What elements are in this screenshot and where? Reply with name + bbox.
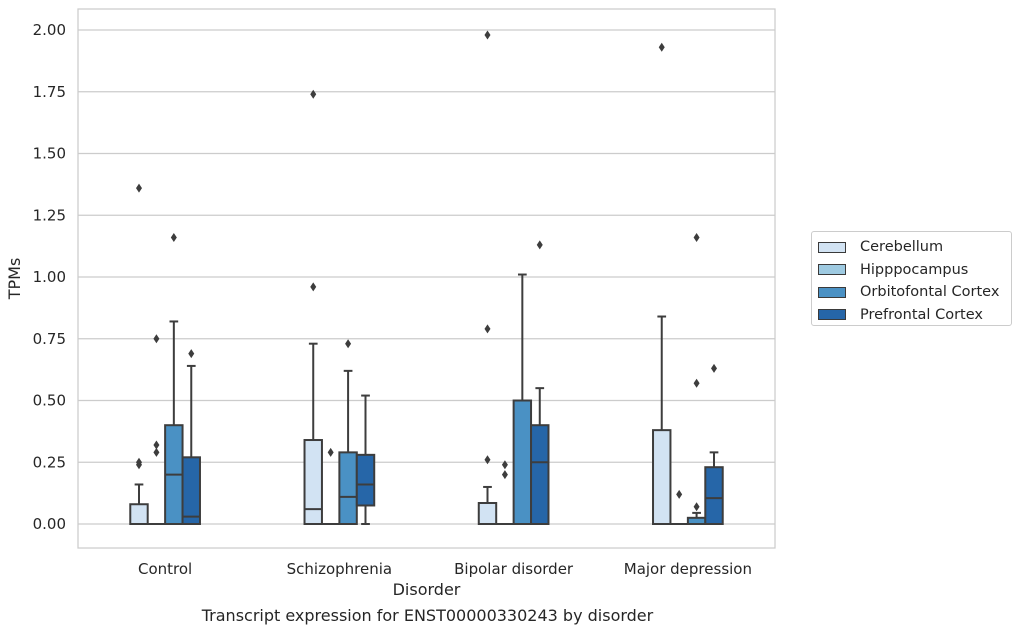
outlier-point: [484, 30, 491, 40]
y-tick-label: 0.50: [33, 392, 66, 410]
legend-label: Orbitofontal Cortex: [860, 284, 1000, 301]
y-tick-label: 1.50: [33, 145, 66, 163]
outlier-point: [345, 339, 352, 349]
outlier-point: [135, 457, 142, 467]
y-tick-label: 0.25: [33, 453, 66, 471]
x-axis-ticks: Control Schizophrenia Bipolar disorder Majo…: [138, 560, 752, 578]
legend-label: Prefrontal Cortex: [860, 306, 983, 323]
outlier-point: [188, 349, 195, 359]
outlier-point: [153, 334, 160, 344]
box-groups: [129, 30, 724, 526]
box-body: [355, 453, 376, 507]
outlier-point: [484, 324, 491, 334]
outlier-point: [153, 440, 160, 450]
x-tick-label: Major depression: [624, 560, 752, 578]
outlier-point: [693, 378, 700, 388]
box-body: [477, 502, 498, 526]
box-body: [512, 399, 533, 525]
legend-swatch: [818, 286, 846, 298]
outlier-point: [711, 363, 718, 373]
box-bipolar-disorder-prefrontal-cortex: [530, 240, 550, 526]
box-body: [652, 429, 672, 526]
legend-item: Prefrontal Cortex: [818, 304, 1011, 327]
box-body: [704, 466, 724, 526]
x-tick-label: Control: [138, 560, 192, 578]
box-major-depression-prefrontal-cortex: [704, 363, 724, 526]
box-control-prefrontal-cortex: [181, 349, 201, 525]
box-schizophrenia-hipppocampus: [321, 447, 340, 525]
chart-caption: Transcript expression for ENST0000033024…: [201, 606, 654, 625]
box-schizophrenia-orbitofontal-cortex: [338, 339, 358, 525]
legend-item: Cerebellum: [818, 236, 1011, 259]
outlier-point: [536, 240, 543, 250]
outlier-point: [693, 502, 700, 512]
y-tick-label: 0.75: [33, 330, 66, 348]
box-body: [303, 439, 323, 525]
legend: Cerebellum Hipppocampus Orbitofontal Corte…: [811, 231, 1012, 326]
legend-label: Hipppocampus: [860, 261, 969, 278]
outlier-point: [327, 447, 334, 457]
y-tick-label: 2.00: [33, 21, 66, 39]
outlier-point: [501, 460, 508, 470]
y-tick-label: 0.00: [33, 515, 66, 533]
legend-label: Cerebellum: [860, 239, 944, 256]
box-bipolar-disorder-orbitofontal-cortex: [512, 273, 533, 525]
legend-swatch: [818, 309, 846, 321]
box-bipolar-disorder-hipppocampus: [496, 460, 514, 525]
x-tick-label: Schizophrenia: [287, 560, 392, 578]
outlier-point: [153, 447, 160, 457]
outlier-point: [658, 42, 665, 52]
outlier-point: [310, 89, 317, 99]
legend-swatch: [818, 241, 846, 253]
y-tick-label: 1.00: [33, 268, 66, 286]
legend-swatch: [818, 264, 846, 276]
plot-area-frame: [77, 8, 776, 549]
box-bipolar-disorder-cerebellum: [477, 30, 498, 526]
y-tick-label: 1.75: [33, 83, 66, 101]
x-tick-label: Bipolar disorder: [454, 560, 574, 578]
outlier-point: [676, 489, 683, 499]
x-axis-title: Disorder: [393, 580, 461, 599]
legend-item: Orbitofontal Cortex: [818, 281, 1011, 304]
box-body: [338, 451, 358, 525]
outlier-point: [501, 470, 508, 480]
legend-item: Hipppocampus: [818, 259, 1011, 282]
box-body: [129, 503, 149, 525]
box-control-cerebellum: [129, 183, 149, 525]
outlier-point: [484, 455, 491, 465]
outlier-point: [310, 282, 317, 292]
y-axis-ticks: 0.00 0.25 0.50 0.75 1.00 1.25 1.50 1.75 2.00: [33, 21, 66, 533]
box-body: [181, 456, 201, 525]
box-major-depression-orbitofontal-cortex: [686, 232, 707, 526]
box-body: [530, 424, 550, 526]
box-major-depression-hipppocampus: [670, 489, 688, 525]
outlier-point: [135, 183, 142, 193]
box-major-depression-cerebellum: [652, 42, 672, 526]
y-axis-title: TPMs: [5, 258, 24, 301]
box-control-hipppocampus: [147, 334, 166, 525]
box-schizophrenia-cerebellum: [303, 89, 323, 525]
y-tick-label: 1.25: [33, 206, 66, 224]
outlier-point: [693, 232, 700, 242]
outlier-point: [170, 232, 177, 242]
box-schizophrenia-prefrontal-cortex: [355, 394, 376, 525]
